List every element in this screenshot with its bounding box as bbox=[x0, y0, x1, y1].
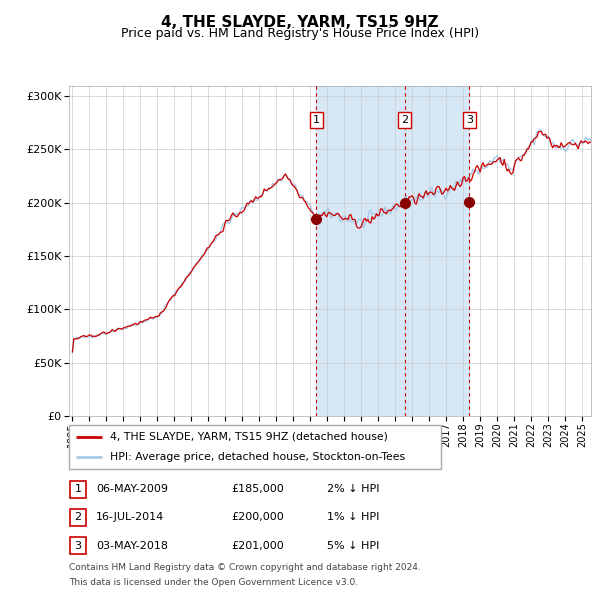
FancyBboxPatch shape bbox=[70, 481, 86, 497]
FancyBboxPatch shape bbox=[69, 425, 441, 469]
Text: 2: 2 bbox=[401, 115, 408, 125]
Text: This data is licensed under the Open Government Licence v3.0.: This data is licensed under the Open Gov… bbox=[69, 578, 358, 586]
Text: 3: 3 bbox=[74, 541, 82, 550]
Bar bbox=[316, 86, 469, 416]
Text: Contains HM Land Registry data © Crown copyright and database right 2024.: Contains HM Land Registry data © Crown c… bbox=[69, 563, 421, 572]
Text: £200,000: £200,000 bbox=[231, 513, 284, 522]
FancyBboxPatch shape bbox=[70, 509, 86, 526]
Text: 16-JUL-2014: 16-JUL-2014 bbox=[96, 513, 164, 522]
Text: 1% ↓ HPI: 1% ↓ HPI bbox=[327, 513, 379, 522]
Text: Price paid vs. HM Land Registry's House Price Index (HPI): Price paid vs. HM Land Registry's House … bbox=[121, 27, 479, 40]
Text: £201,000: £201,000 bbox=[231, 541, 284, 550]
Text: 4, THE SLAYDE, YARM, TS15 9HZ (detached house): 4, THE SLAYDE, YARM, TS15 9HZ (detached … bbox=[110, 432, 388, 442]
Text: HPI: Average price, detached house, Stockton-on-Tees: HPI: Average price, detached house, Stoc… bbox=[110, 452, 405, 462]
Text: 2: 2 bbox=[74, 513, 82, 522]
Text: £185,000: £185,000 bbox=[231, 484, 284, 494]
FancyBboxPatch shape bbox=[70, 537, 86, 554]
Text: 1: 1 bbox=[313, 115, 320, 125]
Text: 4, THE SLAYDE, YARM, TS15 9HZ: 4, THE SLAYDE, YARM, TS15 9HZ bbox=[161, 15, 439, 30]
Text: 3: 3 bbox=[466, 115, 473, 125]
Text: 1: 1 bbox=[74, 484, 82, 494]
Text: 06-MAY-2009: 06-MAY-2009 bbox=[96, 484, 168, 494]
Text: 5% ↓ HPI: 5% ↓ HPI bbox=[327, 541, 379, 550]
Text: 2% ↓ HPI: 2% ↓ HPI bbox=[327, 484, 380, 494]
Text: 03-MAY-2018: 03-MAY-2018 bbox=[96, 541, 168, 550]
